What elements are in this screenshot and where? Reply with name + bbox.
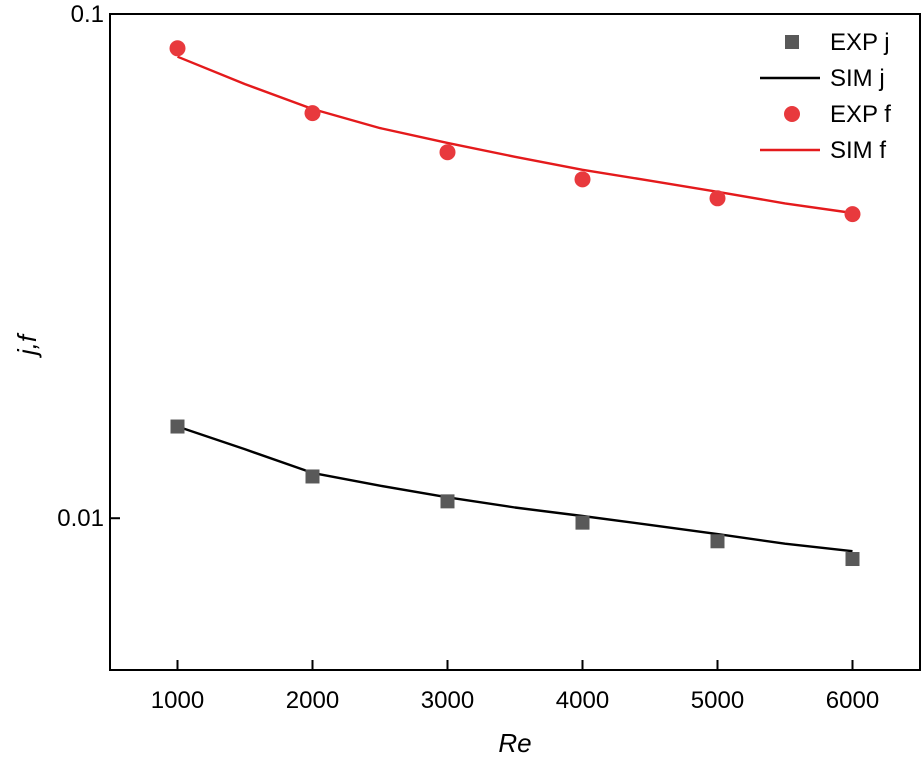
legend-label-exp-f: EXP f	[830, 101, 891, 128]
point-exp-j	[575, 515, 590, 530]
series-line-sim-j	[177, 425, 853, 553]
series-line-sim-f	[177, 55, 853, 215]
series-layer	[169, 40, 861, 567]
x-axis-title: Re	[498, 728, 531, 758]
y-tick-label: 0.01	[57, 505, 104, 532]
legend-label-exp-j: EXP j	[830, 29, 890, 56]
point-exp-f	[304, 105, 321, 122]
point-exp-f	[844, 206, 861, 223]
plot-frame	[109, 13, 921, 671]
y-axis-ticks: 0.01 0.1	[57, 1, 120, 532]
x-axis-ticks: 1000 2000 3000 4000 5000 6000	[151, 660, 879, 714]
point-exp-f	[439, 144, 456, 161]
point-exp-f	[574, 171, 591, 188]
x-tick-label: 2000	[286, 687, 339, 714]
point-exp-f	[709, 190, 726, 207]
x-tick-label: 6000	[826, 687, 879, 714]
y-tick-label: 0.1	[71, 1, 104, 28]
x-tick-label: 1000	[151, 687, 204, 714]
point-exp-j	[305, 469, 320, 484]
legend: EXP j SIM j EXP f SIM f	[760, 29, 891, 164]
point-exp-j	[710, 534, 725, 549]
legend-swatch-exp-f	[784, 106, 800, 122]
x-tick-label: 5000	[691, 687, 744, 714]
point-exp-f	[169, 40, 186, 57]
y-axis-title: j,f	[12, 332, 42, 358]
point-exp-j	[845, 552, 860, 567]
legend-label-sim-j: SIM j	[830, 65, 885, 92]
x-tick-label: 4000	[556, 687, 609, 714]
x-tick-label: 3000	[421, 687, 474, 714]
point-exp-j	[440, 494, 455, 509]
legend-swatch-exp-j	[785, 35, 799, 49]
legend-label-sim-f: SIM f	[830, 137, 886, 164]
point-exp-j	[170, 419, 185, 434]
